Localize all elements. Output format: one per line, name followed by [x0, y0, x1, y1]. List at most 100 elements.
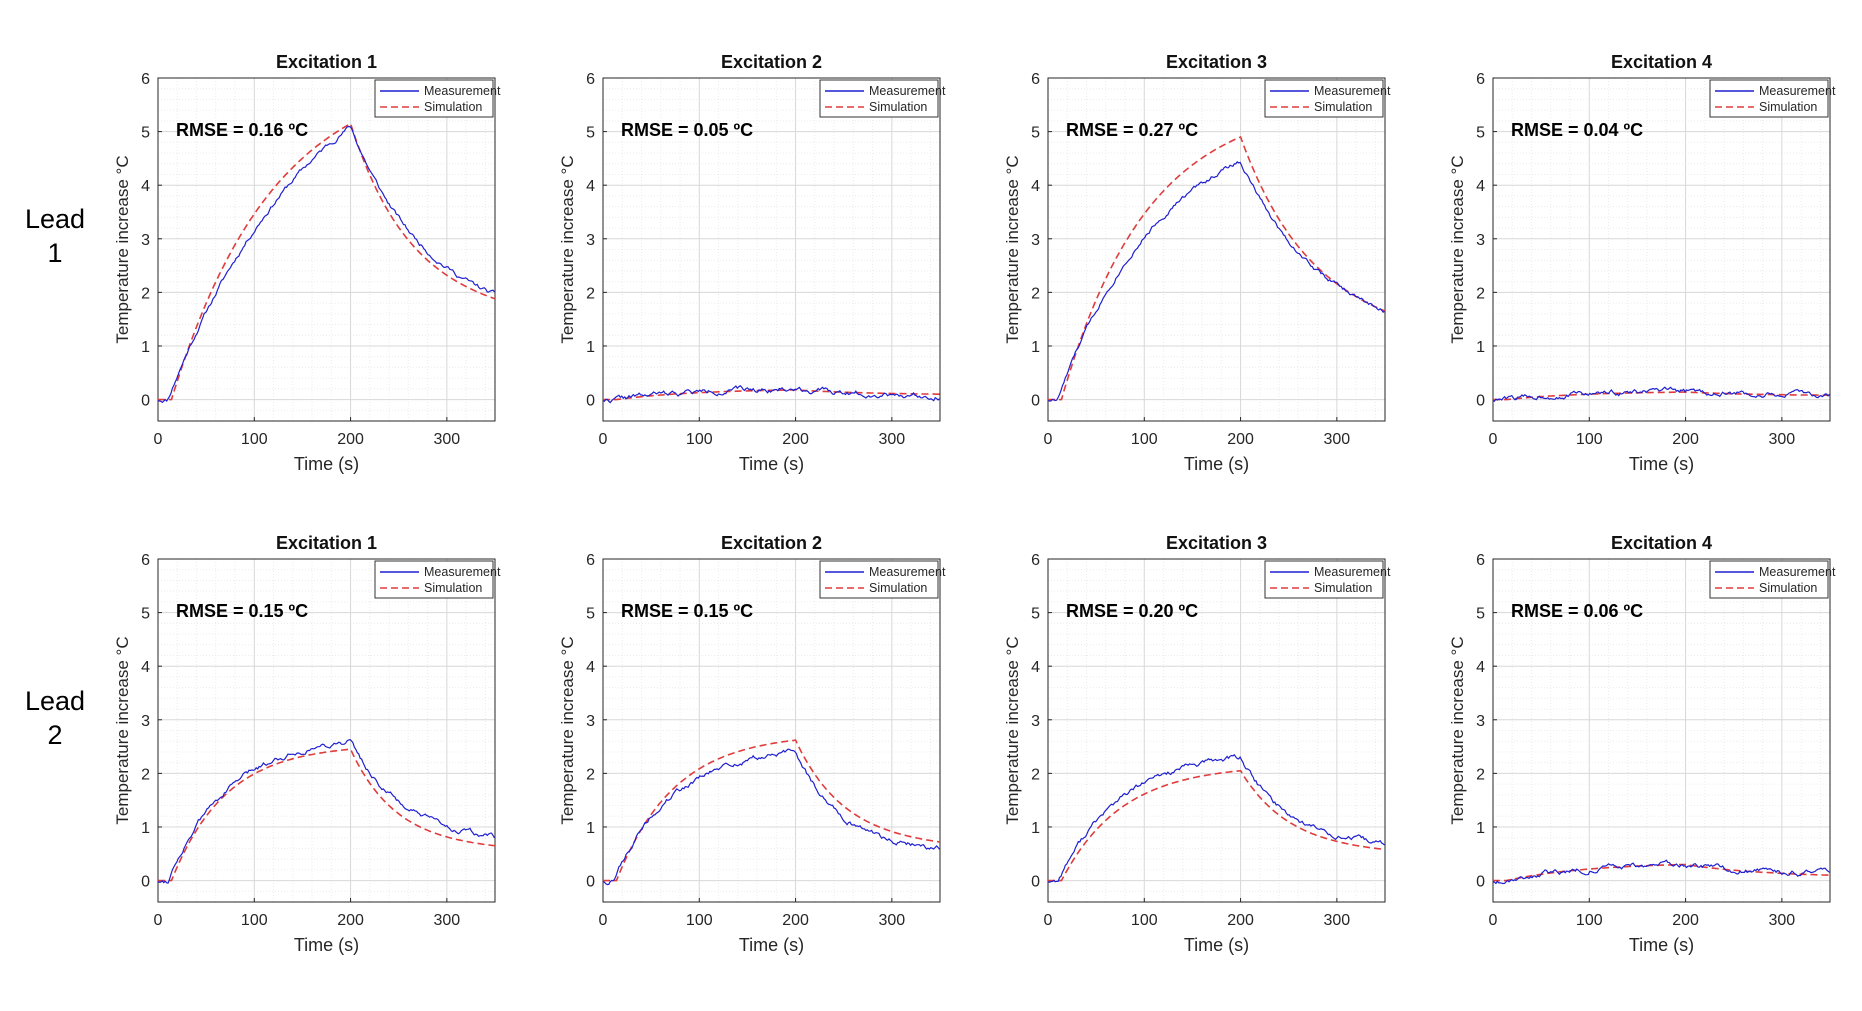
chart-panel-lead1-excitation-1: 0 100 200 300 0 1 2 3 4 5 6 Excitation 1 Time (s) Tem…	[113, 52, 501, 474]
y-tick-label: 4	[1031, 178, 1040, 195]
y-tick-label: 3	[141, 232, 150, 249]
x-tick-label: 200	[337, 912, 364, 929]
measurement-line	[158, 125, 495, 404]
legend: Measurement Simulation	[819, 79, 946, 118]
axes-box	[1047, 77, 1386, 422]
y-tick-label: 4	[586, 178, 595, 195]
x-tick-label: 300	[879, 912, 906, 929]
chart-title: Excitation 2	[721, 533, 822, 553]
chart-title: Excitation 4	[1611, 52, 1712, 72]
legend-box	[819, 560, 939, 599]
chart-panel-lead1-excitation-2: 0 100 200 300 0 1 2 3 4 5 6 Excitation 2 Time (s) Tem…	[558, 52, 946, 474]
x-tick-label: 100	[241, 431, 268, 448]
legend-simulation-label: Simulation	[1759, 100, 1817, 114]
x-axis-label: Time (s)	[739, 935, 804, 955]
legend-box	[1709, 79, 1829, 118]
y-tick-label: 4	[1476, 659, 1485, 676]
x-tick-label: 200	[1227, 912, 1254, 929]
legend-measurement-label: Measurement	[1314, 565, 1391, 579]
chart-title: Excitation 2	[721, 52, 822, 72]
legend-simulation-label: Simulation	[424, 100, 482, 114]
x-tick-label: 300	[879, 431, 906, 448]
y-tick-label: 2	[1476, 766, 1485, 783]
rmse-annotation: RMSE = 0.04 ºC	[1511, 120, 1643, 140]
y-tick-label: 5	[1031, 125, 1040, 142]
x-tick-label: 100	[1131, 431, 1158, 448]
legend: Measurement Simulation	[819, 560, 946, 599]
row-label-word: Lead	[24, 686, 86, 716]
axes-box	[1047, 558, 1386, 903]
rmse-annotation: RMSE = 0.27 ºC	[1066, 120, 1198, 140]
y-tick-label: 6	[586, 71, 595, 88]
y-tick-label: 1	[1031, 339, 1040, 356]
y-tick-label: 6	[1476, 71, 1485, 88]
y-tick-label: 6	[1031, 71, 1040, 88]
y-axis-label: Temperature increase °C	[1448, 636, 1467, 824]
rmse-annotation: RMSE = 0.16 ºC	[176, 120, 308, 140]
y-tick-label: 5	[1476, 606, 1485, 623]
y-axis-label: Temperature increase °C	[113, 636, 132, 824]
x-tick-label: 0	[1489, 912, 1498, 929]
legend-simulation-label: Simulation	[869, 581, 927, 595]
y-tick-label: 0	[1031, 393, 1040, 410]
y-tick-label: 4	[586, 659, 595, 676]
legend-simulation-label: Simulation	[1759, 581, 1817, 595]
legend-simulation-label: Simulation	[869, 100, 927, 114]
x-tick-label: 300	[434, 431, 461, 448]
legend-measurement-label: Measurement	[424, 565, 501, 579]
x-tick-label: 100	[1131, 912, 1158, 929]
axes-box	[602, 558, 941, 903]
x-tick-label: 200	[782, 431, 809, 448]
legend-measurement-label: Measurement	[1759, 565, 1836, 579]
legend: Measurement Simulation	[1264, 560, 1391, 599]
measurement-line	[603, 385, 940, 404]
simulation-line	[1048, 769, 1385, 882]
legend-measurement-label: Measurement	[1759, 84, 1836, 98]
x-tick-label: 100	[1576, 431, 1603, 448]
x-tick-label: 0	[154, 431, 163, 448]
legend: Measurement Simulation	[374, 79, 501, 118]
y-tick-label: 0	[141, 393, 150, 410]
x-tick-label: 0	[1489, 431, 1498, 448]
x-tick-label: 200	[782, 912, 809, 929]
chart-panel-lead2-excitation-1: 0 100 200 300 0 1 2 3 4 5 6 Excitation 1 Time (s) Tem…	[113, 533, 501, 955]
y-tick-label: 5	[1476, 125, 1485, 142]
row-label-lead-1: Lead 1	[0, 202, 110, 270]
y-axis-label: Temperature increase °C	[558, 155, 577, 343]
x-tick-label: 300	[1324, 912, 1351, 929]
y-tick-label: 1	[1476, 339, 1485, 356]
y-tick-label: 6	[1476, 552, 1485, 569]
legend-simulation-label: Simulation	[1314, 100, 1372, 114]
y-tick-label: 5	[1031, 606, 1040, 623]
y-tick-label: 1	[586, 820, 595, 837]
x-tick-label: 300	[1769, 912, 1796, 929]
rmse-annotation: RMSE = 0.15 ºC	[621, 601, 753, 621]
y-tick-label: 3	[1031, 232, 1040, 249]
x-tick-label: 100	[686, 431, 713, 448]
y-tick-label: 2	[586, 766, 595, 783]
y-tick-label: 6	[586, 552, 595, 569]
rmse-annotation: RMSE = 0.06 ºC	[1511, 601, 1643, 621]
y-tick-label: 0	[586, 874, 595, 891]
chart-title: Excitation 1	[276, 533, 377, 553]
legend-simulation-label: Simulation	[1314, 581, 1372, 595]
y-tick-label: 3	[586, 713, 595, 730]
legend-measurement-label: Measurement	[1314, 84, 1391, 98]
y-tick-label: 2	[1031, 766, 1040, 783]
axes-box	[602, 77, 941, 422]
legend-box	[1264, 79, 1384, 118]
x-axis-label: Time (s)	[1184, 935, 1249, 955]
y-tick-label: 3	[1476, 713, 1485, 730]
y-tick-label: 1	[1476, 820, 1485, 837]
y-axis-label: Temperature increase °C	[558, 636, 577, 824]
y-tick-label: 3	[141, 713, 150, 730]
simulation-line	[158, 122, 495, 401]
legend-box	[374, 79, 494, 118]
x-tick-label: 0	[154, 912, 163, 929]
y-tick-label: 5	[586, 125, 595, 142]
axes-box	[157, 558, 496, 903]
x-tick-label: 100	[686, 912, 713, 929]
y-tick-label: 1	[141, 820, 150, 837]
x-tick-label: 300	[1769, 431, 1796, 448]
